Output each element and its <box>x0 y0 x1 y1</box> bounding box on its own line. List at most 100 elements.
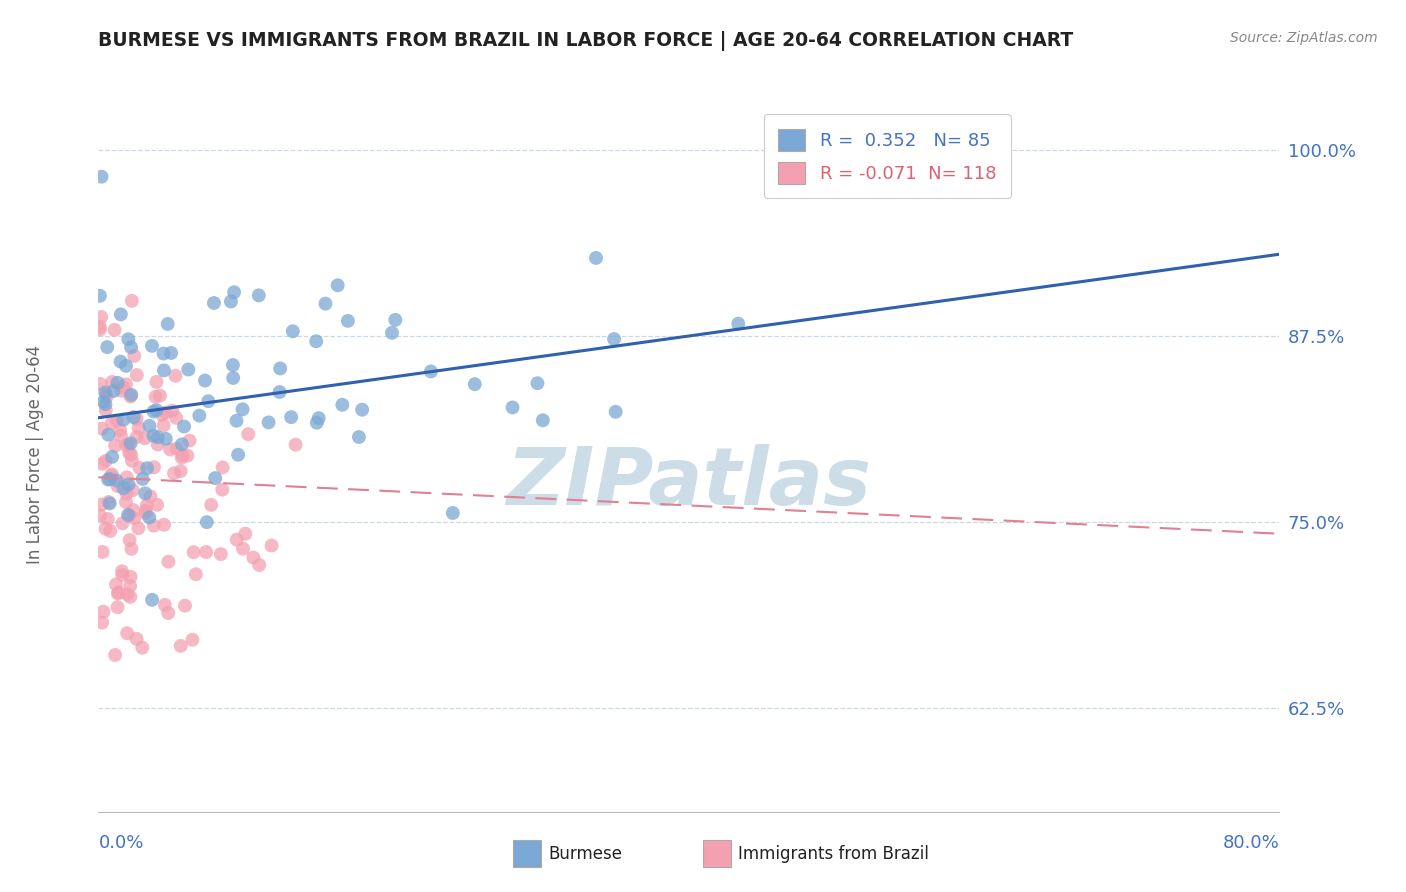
Point <box>280 410 302 425</box>
Point <box>118 446 141 460</box>
Point <box>165 368 187 383</box>
Point <box>115 486 138 500</box>
Point <box>112 380 135 394</box>
Point <box>352 402 374 417</box>
Point <box>96 340 118 354</box>
Point <box>125 632 148 646</box>
Point <box>146 430 169 444</box>
Point <box>110 307 132 321</box>
Point <box>281 324 304 338</box>
Point <box>120 340 142 354</box>
Point <box>173 419 195 434</box>
Point <box>104 648 127 662</box>
Point <box>120 436 142 450</box>
Point <box>103 384 125 398</box>
Point <box>112 413 135 427</box>
Point <box>91 545 114 559</box>
Point <box>603 332 626 346</box>
Point <box>238 427 260 442</box>
Point <box>97 495 120 509</box>
Point <box>125 368 148 382</box>
Point <box>115 626 138 640</box>
Point <box>124 349 146 363</box>
Point <box>142 518 165 533</box>
Point <box>94 522 117 536</box>
Point <box>89 322 111 336</box>
Text: Burmese: Burmese <box>548 845 623 863</box>
Point <box>117 508 139 522</box>
Point <box>105 474 128 488</box>
Point <box>194 374 217 388</box>
Point <box>224 285 246 300</box>
Point <box>269 361 291 376</box>
Point <box>97 473 120 487</box>
Point <box>117 587 139 601</box>
Point <box>226 448 249 462</box>
Point <box>605 405 627 419</box>
Point <box>120 388 142 402</box>
Point <box>153 363 176 377</box>
Point <box>169 464 191 478</box>
Point <box>90 498 112 512</box>
Point <box>336 314 359 328</box>
Point <box>235 526 257 541</box>
Point <box>91 615 114 630</box>
Point <box>103 323 125 337</box>
Point <box>179 434 201 448</box>
Point <box>91 457 114 471</box>
Point <box>150 408 173 422</box>
Point <box>305 334 328 349</box>
Point <box>160 346 183 360</box>
Text: BURMESE VS IMMIGRANTS FROM BRAZIL IN LABOR FORCE | AGE 20-64 CORRELATION CHART: BURMESE VS IMMIGRANTS FROM BRAZIL IN LAB… <box>98 31 1074 51</box>
Point <box>247 288 270 302</box>
Point <box>97 512 120 526</box>
Point <box>204 471 226 485</box>
Point <box>170 437 193 451</box>
Point <box>101 467 124 482</box>
Point <box>166 442 188 456</box>
Point <box>120 541 142 556</box>
Point <box>96 390 118 404</box>
Point <box>117 438 139 452</box>
Point <box>170 450 193 465</box>
Point <box>197 394 219 409</box>
Point <box>120 570 142 584</box>
Point <box>183 545 205 559</box>
Point <box>146 437 169 451</box>
Text: Source: ZipAtlas.com: Source: ZipAtlas.com <box>1230 31 1378 45</box>
Point <box>145 390 167 404</box>
Point <box>111 516 134 531</box>
Point <box>141 339 163 353</box>
Point <box>419 364 441 378</box>
Point <box>526 376 548 391</box>
Point <box>188 409 211 423</box>
Point <box>269 384 291 399</box>
Point <box>90 376 112 391</box>
Point <box>120 389 142 403</box>
Point <box>181 632 204 647</box>
Point <box>121 483 143 498</box>
Point <box>136 461 159 475</box>
Point <box>117 477 139 491</box>
Point <box>195 515 218 529</box>
Point <box>90 169 112 184</box>
Point <box>105 414 128 428</box>
Point <box>89 508 111 523</box>
Point <box>94 388 117 402</box>
Point <box>112 481 135 495</box>
Point <box>153 517 176 532</box>
Point <box>152 346 174 360</box>
Point <box>115 470 138 484</box>
Point <box>111 564 134 578</box>
Point <box>94 397 117 411</box>
Point <box>98 472 121 486</box>
Point <box>120 590 142 604</box>
Point <box>200 498 222 512</box>
Point <box>162 404 184 418</box>
Point <box>97 427 120 442</box>
Point <box>91 421 114 435</box>
Point <box>195 545 218 559</box>
Point <box>125 430 148 444</box>
Point <box>464 377 486 392</box>
Point <box>222 371 245 385</box>
